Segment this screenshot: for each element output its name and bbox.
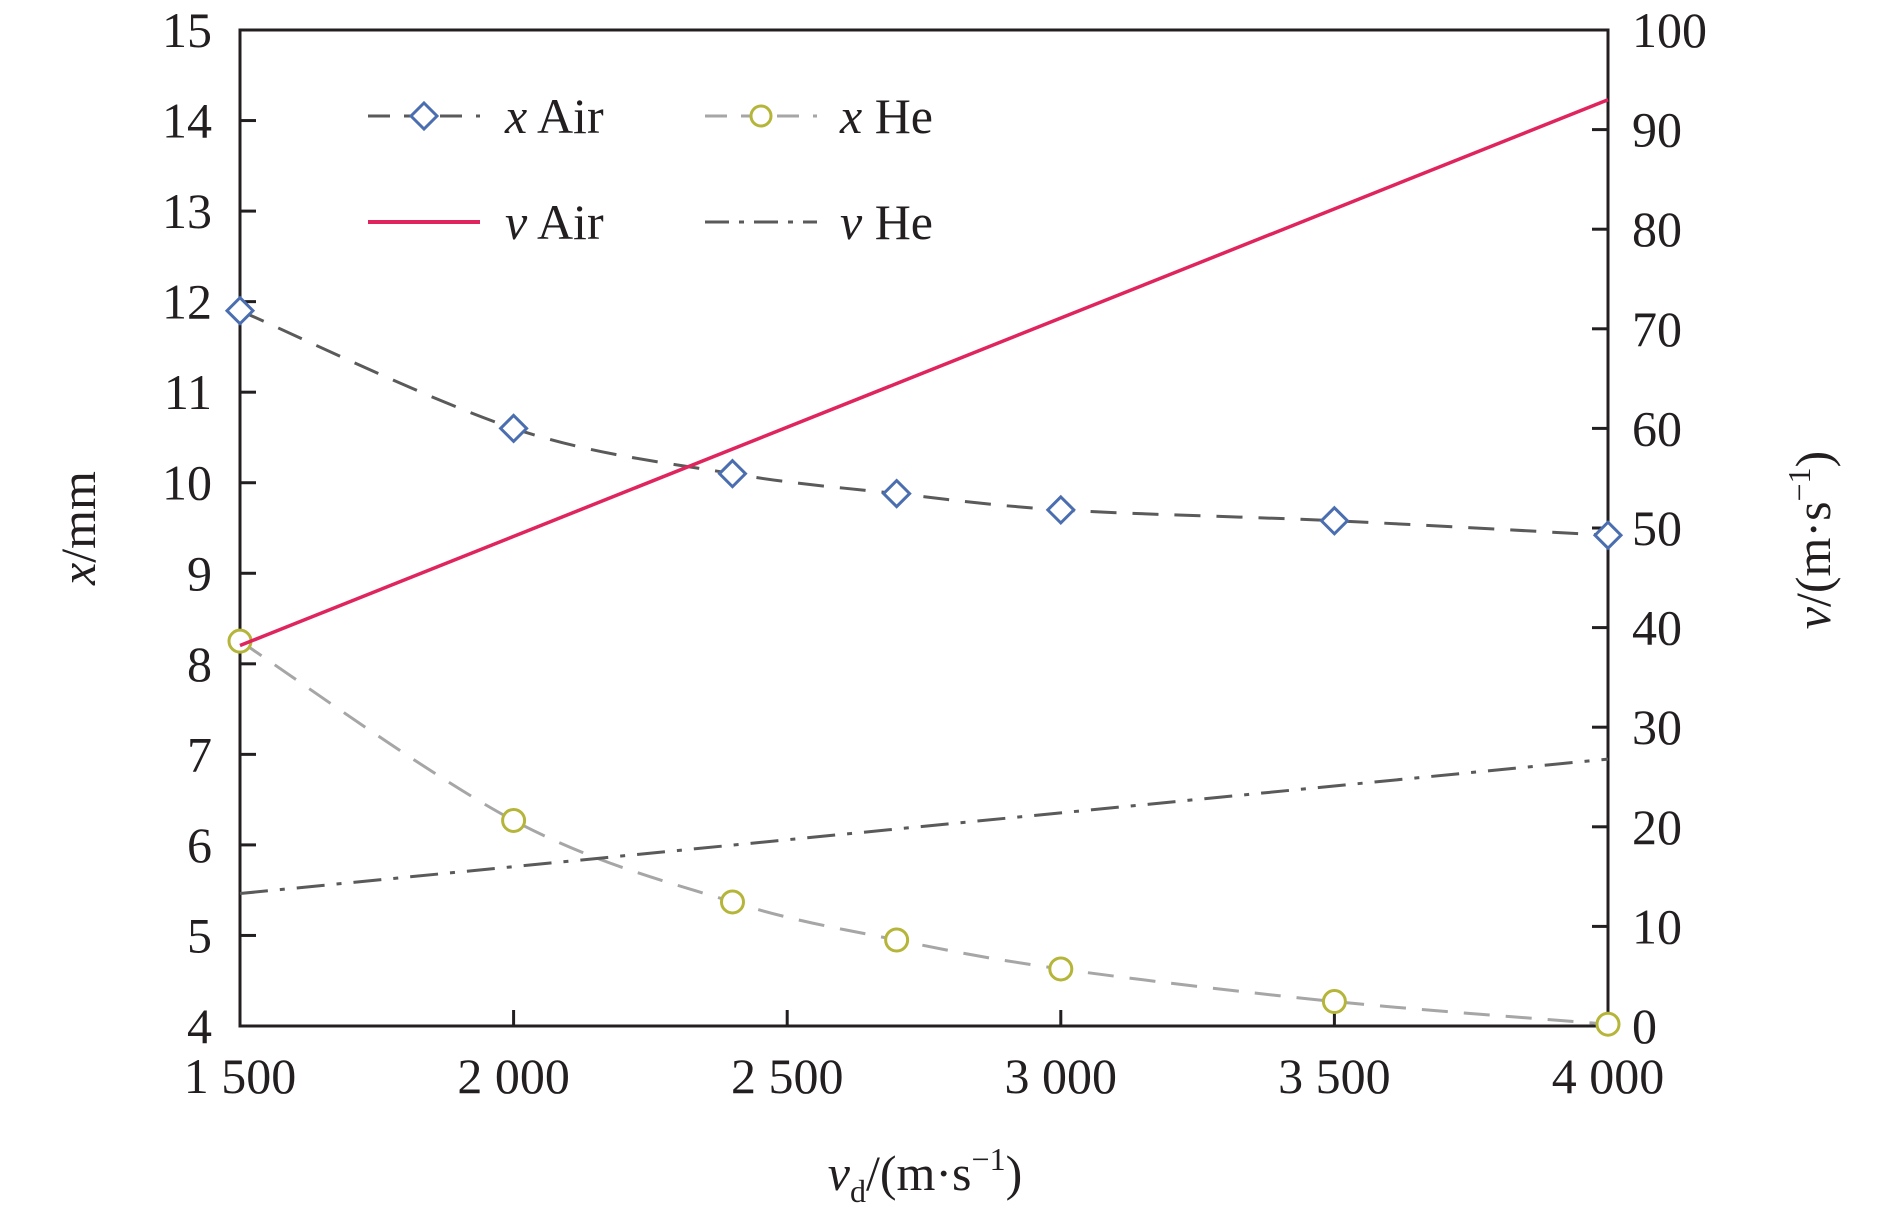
y-right-tick-label: 60 <box>1632 400 1682 456</box>
y-left-tick-label: 8 <box>187 636 212 692</box>
ticks: 1 500 2 000 2 500 3 000 3 500 4 000 4 5 6 7 8 9 10 11… <box>162 2 1707 1104</box>
y-right-tick-label: 50 <box>1632 500 1682 556</box>
y-right-tick-label: 20 <box>1632 799 1682 855</box>
legend-label-x-air: x Air <box>504 88 604 144</box>
y-right-tick-label: 30 <box>1632 699 1682 755</box>
y-left-tick-label: 15 <box>162 2 212 58</box>
x-tick-label: 2 000 <box>457 1048 570 1104</box>
y-right-tick-label: 0 <box>1632 998 1657 1054</box>
legend-label-x-he: x He <box>839 88 933 144</box>
legend: x Air x He v Air v He <box>368 88 933 250</box>
x-tick-label: 4 000 <box>1552 1048 1665 1104</box>
x-tick-label: 1 500 <box>184 1048 297 1104</box>
y-left-tick-label: 12 <box>162 274 212 330</box>
y-left-tick-label: 7 <box>187 726 212 782</box>
data-point-x-he <box>501 807 527 833</box>
y-left-tick-label: 10 <box>162 455 212 511</box>
data-point-x-air <box>717 458 748 489</box>
plot-frame <box>238 28 1610 1028</box>
data-point-x-air <box>224 295 256 326</box>
y-left-tick-label: 9 <box>187 545 212 601</box>
legend-circle-marker <box>749 104 773 128</box>
y-left-tick-label: 13 <box>162 183 212 239</box>
y-right-tick-label: 90 <box>1632 102 1682 158</box>
data-point-x-air <box>1045 494 1076 526</box>
series-line-v-air <box>239 98 1609 648</box>
y-axis-left-title: x/mm <box>50 471 106 586</box>
x-tick-label: 3 500 <box>1278 1048 1391 1104</box>
data-point-x-he <box>719 889 745 915</box>
x-tick-label: 2 500 <box>731 1048 844 1104</box>
legend-item-v-he: v He <box>705 194 933 250</box>
legend-diamond-marker <box>408 100 440 132</box>
series-layer <box>224 98 1624 1037</box>
y-left-tick-label: 6 <box>187 817 212 873</box>
y-left-tick-label: 4 <box>187 998 212 1054</box>
data-point-x-air <box>1592 520 1624 551</box>
y-right-tick-label: 40 <box>1632 600 1682 656</box>
y-right-tick-label: 100 <box>1632 2 1707 58</box>
series-line-v-he <box>239 757 1609 896</box>
data-point-x-air <box>498 413 529 444</box>
series-line-x-air <box>239 309 1609 537</box>
y-left-tick-label: 11 <box>164 364 212 420</box>
data-point-x-air <box>881 478 912 509</box>
data-point-x-he <box>1321 989 1347 1015</box>
y-right-tick-label: 80 <box>1632 201 1682 257</box>
series-line-x-he <box>239 639 1609 1026</box>
y-left-tick-label: 14 <box>162 93 212 149</box>
data-point-x-air <box>1319 505 1350 536</box>
y-left-tick-label: 5 <box>187 907 212 963</box>
legend-item-x-air: x Air <box>368 88 604 144</box>
data-point-x-he <box>1048 956 1074 982</box>
y-right-tick-label: 10 <box>1632 898 1682 954</box>
legend-label-v-he: v He <box>840 194 933 250</box>
y-right-tick-label: 70 <box>1632 301 1682 357</box>
data-point-x-he <box>1595 1011 1621 1037</box>
x-tick-label: 3 000 <box>1005 1048 1118 1104</box>
legend-item-v-air: v Air <box>368 194 604 250</box>
legend-label-v-air: v Air <box>505 194 604 250</box>
data-point-x-he <box>884 927 910 953</box>
legend-item-x-he: x He <box>705 88 933 144</box>
y-axis-right-title: v/(m·s−1) <box>1781 451 1841 629</box>
x-axis-title: vd/(m·s−1) <box>828 1141 1022 1209</box>
